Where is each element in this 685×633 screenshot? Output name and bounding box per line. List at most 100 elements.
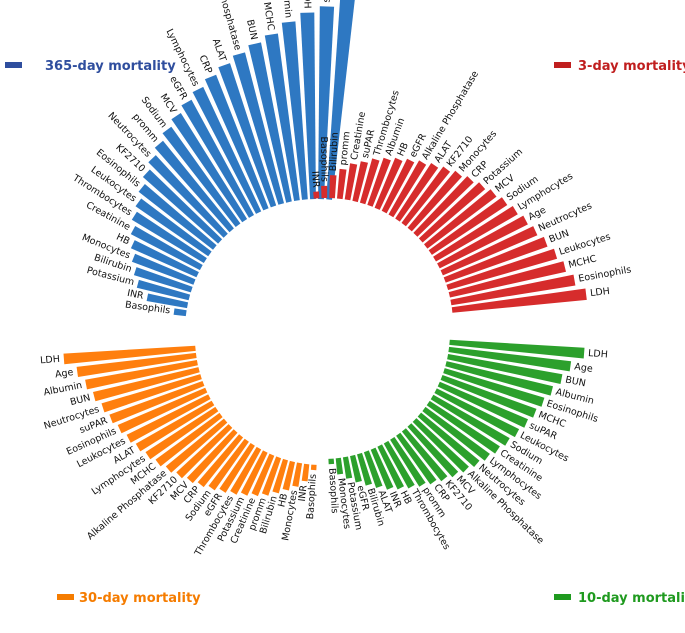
bar-3-day-bilirubin (329, 175, 337, 199)
bar-label-3-day-hb: HB (395, 141, 411, 158)
legend-label-10-day: 10-day mortality (578, 591, 685, 606)
legend-10-day: 10-day mortality (554, 591, 685, 606)
bar-3-day-sodium (428, 197, 508, 255)
bar-3-day-leukocytes (446, 248, 558, 290)
bar-10-day-basophils (328, 458, 335, 465)
bar-3-day-mchc (448, 261, 566, 298)
bar-10-day-albumin (445, 361, 553, 396)
bar-label-3-day-bilirubin: Bilirubin (328, 132, 341, 172)
bar-3-day-promm (337, 168, 347, 200)
bar-3-day-mcv (424, 189, 497, 249)
bar-10-day-bilirubin (357, 452, 372, 486)
bar-365-day-bilirubin (133, 267, 193, 293)
bar-365-day-mcv (171, 113, 248, 223)
legend-swatch-10-day (554, 594, 571, 600)
bar-label-30-day-inr: INR (297, 484, 310, 502)
bar-30-day-eosinophils (117, 387, 208, 434)
bar-365-day-kf2710 (142, 169, 223, 244)
bar-label-10-day-ldh: LDH (588, 348, 609, 361)
bar-10-day-egfr (350, 454, 362, 483)
bar-365-day-age (326, 0, 355, 200)
legend-swatch-30-day (57, 594, 74, 600)
bar-10-day-inr (370, 447, 394, 490)
bar-10-day-mchc (440, 375, 537, 418)
bar-3-day-potassium (418, 182, 486, 243)
bar-365-day-alkaline-phosphatase (232, 52, 284, 205)
bar-365-day-basophils (173, 308, 187, 317)
bar-30-day-neutrocytes (101, 374, 202, 413)
bar-30-day-mchc (155, 412, 223, 467)
bar-30-day-sodium (208, 438, 249, 491)
legend-swatch-3-day (554, 62, 571, 68)
bar-30-day-alat (135, 400, 215, 452)
bar-10-day-neutrocytes (417, 412, 480, 467)
bar-365-day-potassium (136, 279, 191, 301)
bar-30-day-basophils (310, 464, 317, 471)
bar-365-day-mchc (264, 33, 300, 201)
bar-3-day-crp (413, 176, 474, 237)
bar-30-day-egfr (219, 443, 255, 493)
bar-label-365-day-crp: CRP (197, 54, 215, 76)
bar-365-day-creatinine (130, 226, 203, 271)
bar-30-day-potassium (240, 450, 268, 496)
legend-30-day: 30-day mortality (57, 591, 201, 606)
bar-label-365-day-inr: INR (126, 288, 145, 302)
bar-10-day-potassium (342, 456, 353, 479)
bar-10-day-bun (447, 354, 563, 384)
bar-label-365-day-hb: HB (114, 232, 131, 248)
bar-label-30-day-ldh: LDH (40, 354, 61, 367)
bar-label-10-day-hb: HB (398, 489, 414, 506)
bar-30-day-albumin (85, 360, 198, 390)
bar-30-day-supar (109, 381, 205, 424)
bar-10-day-kf2710 (401, 428, 448, 482)
bar-30-day-kf2710 (176, 424, 233, 479)
bar-label-365-day-bun: BUN (244, 19, 259, 41)
bar-3-day-age (437, 215, 528, 269)
bar-365-day-egfr (181, 99, 254, 218)
bar-label-10-day-bun: BUN (564, 375, 586, 390)
bar-30-day-leukocytes (126, 394, 211, 443)
bar-365-day-ldh (300, 12, 316, 200)
bar-label-10-day-basophils: Basophils (326, 468, 340, 514)
bar-30-day-ldh (63, 345, 196, 365)
bar-10-day-promm (390, 437, 426, 487)
bar-label-365-day-alat: ALAT (210, 37, 228, 63)
bar-3-day-hb (374, 157, 403, 210)
bars-layer (63, 0, 587, 497)
bar-10-day-alat (363, 450, 383, 488)
bar-label-10-day-age: Age (574, 361, 594, 374)
bar-3-day-kf2710 (401, 166, 451, 227)
bar-365-day-alat (218, 63, 277, 208)
bar-365-day-bun (248, 42, 292, 203)
legend-label-3-day: 3-day mortality (578, 59, 685, 74)
bar-label-365-day-ldh: LDH (301, 0, 313, 9)
bar-label-30-day-age: Age (54, 367, 74, 380)
bar-label-365-day-alkaline-phosphatase: Alkaline Phosphatase (205, 0, 243, 52)
legend-label-30-day: 30-day mortality (79, 591, 201, 606)
bar-365-day-promm (154, 140, 234, 233)
bar-365-day-albumin (281, 21, 308, 200)
bar-3-day-bun (443, 236, 548, 283)
legend-3-day: 3-day mortality (554, 59, 685, 74)
bar-30-day-creatinine (251, 453, 275, 497)
bar-3-day-alkaline-phosphatase (388, 160, 427, 218)
bar-3-day-basophils (321, 185, 328, 199)
bar-3-day-thrombocytes (359, 158, 380, 205)
bar-3-day-alat (395, 163, 439, 222)
bar-10-day-ldh (449, 339, 585, 359)
bar-10-day-monocytes (335, 457, 344, 475)
bar-10-day-mcv (407, 423, 459, 478)
bar-10-day-lymphocytes (422, 406, 490, 461)
bar-365-day-hb (130, 240, 199, 278)
bar-365-day-leukocytes (135, 198, 212, 257)
bar-10-day-alkaline-phosphatase (412, 418, 469, 473)
bar-label-365-day-mchc: MCHC (261, 1, 276, 31)
bar-365-day-monocytes (131, 253, 196, 285)
bar-365-day-sodium (162, 126, 241, 227)
bar-label-3-day-ldh: LDH (590, 286, 611, 299)
bar-10-day-supar (437, 381, 528, 428)
bar-30-day-inr (301, 463, 310, 482)
bar-30-day-thrombocytes (230, 446, 262, 495)
bar-10-day-sodium (430, 394, 510, 446)
bar-30-day-age (76, 352, 197, 377)
